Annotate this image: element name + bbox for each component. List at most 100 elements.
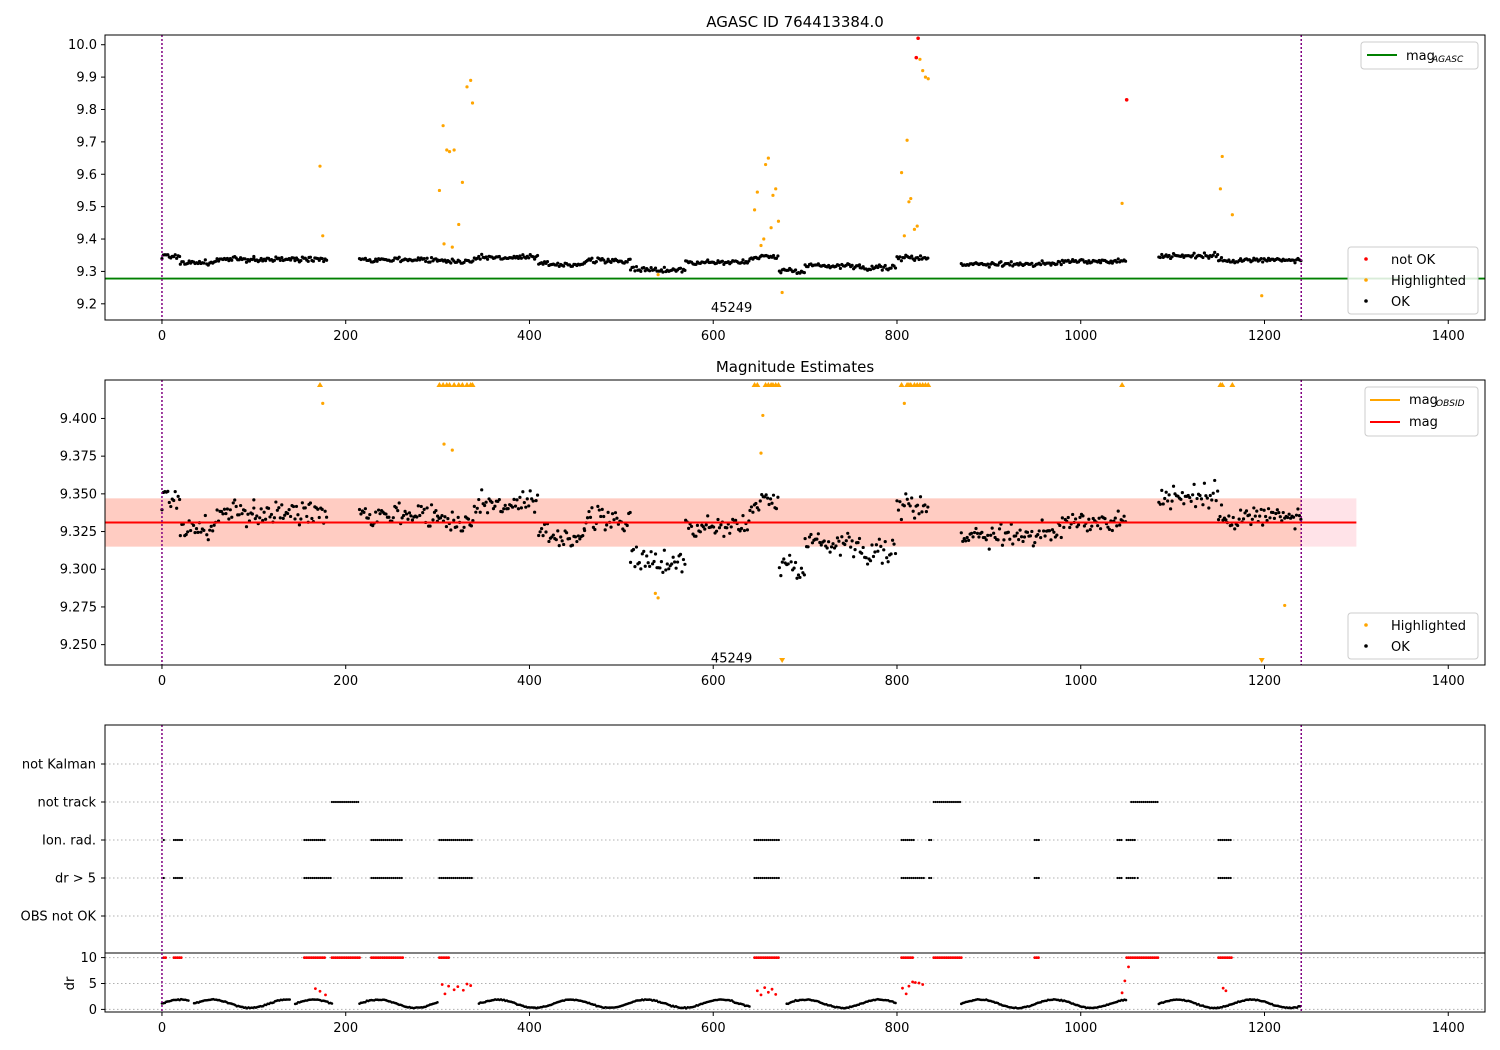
ok-point — [567, 536, 572, 541]
ok-point — [484, 500, 488, 504]
ok-point — [704, 523, 708, 527]
highlighted-point — [442, 242, 446, 246]
flag-point — [172, 876, 176, 880]
ok-point — [518, 254, 522, 258]
flag-point — [759, 876, 762, 880]
ok-point — [1219, 503, 1224, 507]
ok-point — [443, 515, 447, 519]
flag-point — [347, 800, 350, 804]
ok-point — [1047, 529, 1052, 533]
highlighted-point — [761, 413, 765, 418]
highlighted-point — [905, 138, 909, 142]
ok-point — [642, 549, 646, 554]
flag-point — [1227, 876, 1230, 880]
y-tick-label: 9.4 — [76, 233, 97, 248]
legend-marker — [1364, 623, 1368, 627]
ok-point — [1211, 253, 1215, 257]
ok-point — [628, 268, 633, 272]
ok-point — [1227, 514, 1231, 518]
flag-point — [311, 838, 314, 842]
flag-point — [342, 800, 346, 804]
ok-point — [1188, 495, 1192, 500]
ok-point — [515, 498, 519, 502]
ok-point — [252, 254, 256, 259]
flag-point — [464, 838, 467, 842]
ok-point — [864, 556, 868, 560]
legend-label: mag — [1406, 49, 1435, 64]
ok-point — [1014, 534, 1018, 538]
flag-point — [307, 838, 310, 842]
flag-point — [1125, 838, 1128, 842]
ok-point — [1011, 542, 1015, 546]
flag-point — [323, 876, 326, 880]
ok-point — [701, 525, 705, 529]
flag-point — [344, 800, 348, 804]
ok-point — [748, 508, 752, 513]
flag-point — [757, 838, 760, 842]
flag-point — [1133, 838, 1136, 842]
ok-point — [1043, 534, 1047, 538]
flag-point — [370, 876, 373, 880]
ok-point — [450, 510, 454, 514]
ok-point — [484, 255, 488, 259]
ok-point — [799, 566, 804, 570]
flag-point — [313, 876, 316, 880]
ok-point — [883, 263, 887, 268]
ok-point — [622, 529, 626, 533]
ok-point — [628, 510, 632, 515]
ok-point — [613, 511, 618, 515]
ok-point — [1211, 491, 1215, 495]
highlighted-point — [469, 78, 473, 82]
x-tick-label: 600 — [701, 674, 726, 689]
x-tick-label: 1200 — [1248, 674, 1281, 689]
plot-frame — [104, 379, 1486, 666]
ok-point — [519, 256, 523, 260]
flag-point — [444, 876, 447, 880]
highlighted-point — [915, 224, 919, 228]
ok-point — [374, 510, 378, 514]
ok-point — [1231, 258, 1235, 262]
flag-point — [1120, 876, 1123, 880]
highlighted-point — [912, 227, 917, 231]
ok-point — [698, 530, 702, 534]
flag-point — [952, 800, 956, 804]
ok-point — [1085, 529, 1089, 533]
ok-point — [1021, 539, 1025, 544]
ok-point — [293, 517, 297, 521]
flag-point — [930, 838, 933, 842]
flag-point — [338, 800, 342, 804]
ok-point — [1247, 513, 1252, 517]
ok-point — [680, 270, 684, 274]
ok-point — [857, 263, 862, 267]
ok-point — [1022, 535, 1027, 539]
ok-point — [1202, 251, 1207, 255]
flag-point — [1219, 876, 1222, 880]
ok-point — [533, 257, 537, 261]
ok-point — [674, 566, 678, 570]
flag-point — [1118, 838, 1121, 842]
dr-high-point — [469, 984, 473, 987]
ok-point — [562, 264, 566, 268]
ok-point — [639, 269, 643, 273]
ok-point — [503, 503, 507, 507]
ok-point — [1168, 507, 1173, 511]
flag-point — [904, 876, 907, 880]
ok-point — [193, 530, 197, 535]
ok-point — [649, 266, 653, 270]
ok-point — [1239, 508, 1243, 512]
flag-point — [902, 876, 905, 880]
flag-point — [178, 876, 182, 880]
ok-point — [670, 562, 674, 566]
ok-point — [714, 529, 719, 533]
ok-point — [214, 259, 218, 263]
ok-point — [300, 501, 304, 505]
flag-point — [372, 876, 375, 880]
ok-point — [531, 499, 535, 503]
highlighted-point — [755, 190, 759, 194]
flag-point — [1037, 838, 1040, 842]
x-tick-label: 1000 — [1064, 674, 1097, 689]
ok-point — [512, 497, 516, 501]
ok-point — [793, 268, 798, 272]
flag-point — [378, 838, 381, 842]
ok-point — [297, 523, 302, 527]
